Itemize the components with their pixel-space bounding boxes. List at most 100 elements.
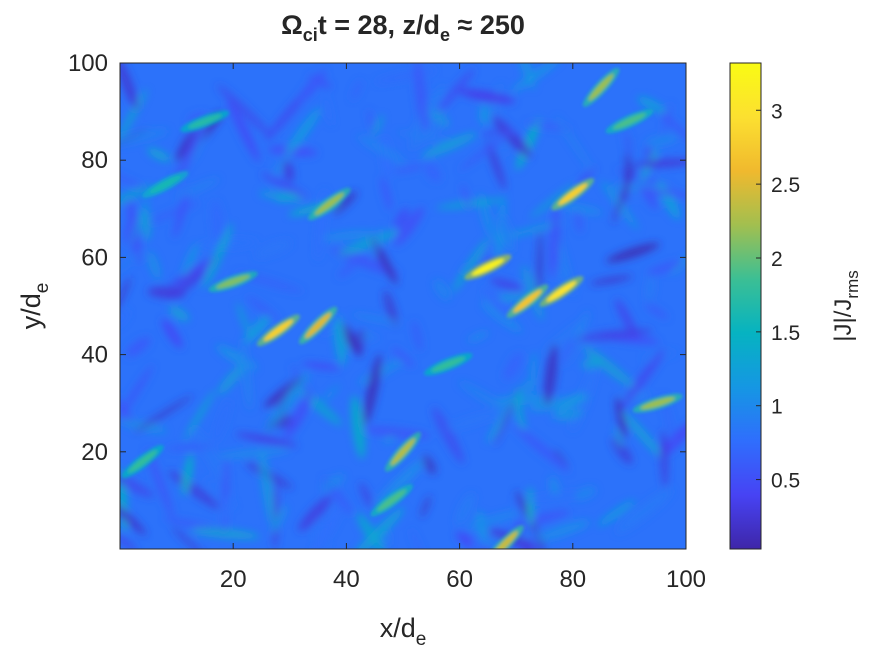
texture-streak bbox=[283, 160, 295, 182]
y-tick-label: 20 bbox=[81, 439, 108, 466]
texture-streak bbox=[481, 129, 511, 136]
x-tick-label: 20 bbox=[220, 566, 247, 593]
texture-streak bbox=[211, 200, 225, 248]
texture-streak bbox=[430, 110, 450, 128]
feature-core bbox=[612, 113, 646, 130]
texture-streak bbox=[302, 362, 341, 370]
texture-streak bbox=[529, 183, 575, 219]
texture-streak bbox=[535, 520, 591, 542]
texture-streak bbox=[338, 260, 359, 278]
texture-streak bbox=[216, 84, 273, 138]
texture-streak bbox=[492, 115, 532, 158]
texture-streak bbox=[182, 242, 199, 277]
x-tick-label: 100 bbox=[666, 566, 706, 593]
texture-streak bbox=[338, 230, 399, 256]
texture-streak bbox=[432, 406, 465, 464]
heatmap-plot bbox=[120, 63, 686, 549]
x-axis-ticks: 20 40 60 80 100 bbox=[220, 63, 706, 593]
texture-streak bbox=[351, 313, 401, 325]
plot-frame bbox=[119, 62, 687, 550]
colorbar-tick-label: 1 bbox=[771, 396, 783, 419]
texture-streak bbox=[352, 507, 405, 549]
texture-streak bbox=[220, 492, 231, 524]
texture-streak bbox=[623, 128, 632, 159]
feature-core bbox=[431, 356, 466, 372]
feature-core bbox=[640, 397, 675, 410]
texture-streak bbox=[436, 198, 506, 210]
texture-streak bbox=[422, 454, 437, 475]
texture-streak bbox=[574, 486, 596, 501]
texture-streak bbox=[285, 107, 321, 157]
texture-streak bbox=[412, 84, 445, 136]
texture-streak bbox=[213, 399, 231, 443]
texture-streak bbox=[236, 302, 251, 338]
texture-streak bbox=[169, 306, 190, 322]
y-tick-label: 60 bbox=[81, 244, 108, 271]
texture-streak bbox=[471, 530, 483, 549]
texture-streak bbox=[272, 482, 279, 549]
texture-streak bbox=[146, 447, 174, 518]
texture-streak bbox=[611, 437, 633, 465]
texture-streak bbox=[357, 134, 407, 165]
texture-streak bbox=[536, 230, 543, 304]
heatmap-features bbox=[121, 67, 683, 549]
colorbar-ticks: 0.5 1 1.5 2 2.5 3 bbox=[756, 100, 800, 493]
texture-streak bbox=[246, 295, 280, 322]
texture-streak bbox=[120, 184, 154, 207]
texture-streak bbox=[353, 330, 366, 353]
texture-streak bbox=[173, 187, 190, 239]
texture-streak bbox=[525, 121, 572, 131]
texture-streak bbox=[606, 243, 660, 263]
texture-streak bbox=[620, 349, 665, 409]
texture-streak bbox=[284, 393, 313, 440]
colorbar-tick-label: 1.5 bbox=[771, 322, 800, 345]
texture-streak bbox=[371, 114, 384, 137]
y-tick-label: 80 bbox=[81, 147, 108, 174]
texture-streak bbox=[271, 505, 287, 534]
texture-streak bbox=[261, 172, 309, 199]
feature-core bbox=[546, 281, 577, 302]
texture-streak bbox=[333, 191, 358, 215]
texture-streak bbox=[235, 432, 298, 447]
texture-streak bbox=[147, 147, 171, 162]
feature-core bbox=[471, 258, 505, 276]
texture-streak bbox=[171, 526, 207, 549]
texture-streak bbox=[455, 493, 475, 526]
feature-core bbox=[588, 73, 614, 101]
texture-streak bbox=[549, 476, 560, 498]
colorbar-tick-label: 0.5 bbox=[771, 470, 800, 493]
x-axis-label: x/de bbox=[380, 613, 427, 650]
texture-streak bbox=[172, 118, 208, 186]
texture-streak bbox=[494, 394, 550, 406]
texture-streak bbox=[178, 129, 198, 157]
texture-streak bbox=[120, 499, 147, 536]
texture-streak bbox=[636, 188, 686, 198]
feature-core bbox=[149, 175, 182, 194]
texture-streak bbox=[615, 396, 627, 439]
texture-streak bbox=[421, 132, 477, 158]
texture-streak bbox=[561, 338, 577, 365]
texture-streak bbox=[333, 314, 347, 366]
colorbar-tick-label: 3 bbox=[771, 100, 783, 123]
feature-core bbox=[188, 114, 222, 129]
texture-streak bbox=[227, 98, 260, 163]
feature-core bbox=[314, 192, 344, 215]
texture-streak bbox=[322, 230, 376, 241]
texture-streak bbox=[612, 161, 636, 224]
texture-streak bbox=[637, 96, 666, 114]
feature-core bbox=[377, 489, 407, 512]
texture-streak bbox=[120, 309, 130, 328]
texture-streak bbox=[489, 277, 523, 292]
texture-streak bbox=[614, 427, 623, 448]
texture-streak bbox=[265, 372, 309, 432]
texture-streak bbox=[383, 290, 398, 327]
texture-streak bbox=[371, 226, 383, 259]
texture-streak bbox=[193, 426, 231, 489]
texture-streak bbox=[120, 529, 138, 549]
texture-streak bbox=[312, 502, 344, 549]
texture-streak bbox=[120, 468, 154, 498]
feature-core bbox=[390, 438, 416, 466]
colorbar-label: |J|/Jrms bbox=[830, 270, 862, 341]
texture-streak bbox=[244, 314, 271, 344]
texture-streak bbox=[380, 176, 392, 211]
